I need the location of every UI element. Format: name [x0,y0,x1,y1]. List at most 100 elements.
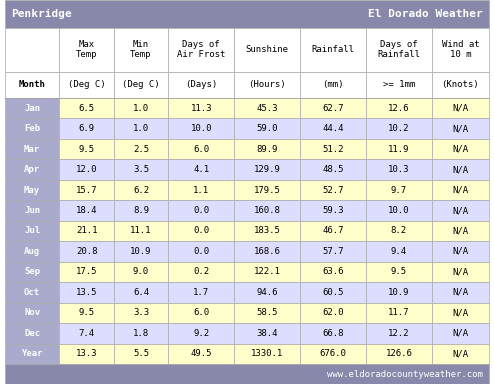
Bar [234,303,300,323]
Text: 10.2: 10.2 [388,124,410,133]
Text: N/A: N/A [453,124,468,133]
Text: 10.9: 10.9 [388,288,410,297]
Bar [5,364,489,384]
Text: 6.4: 6.4 [133,288,149,297]
Text: 10.9: 10.9 [130,247,152,256]
Text: 10.3: 10.3 [388,165,410,174]
Text: 8.2: 8.2 [391,227,407,235]
Bar [234,262,300,282]
Bar [5,344,59,364]
Bar [234,139,300,159]
Bar [5,200,59,221]
Bar [168,98,234,118]
Text: N/A: N/A [453,227,468,235]
Text: 9.0: 9.0 [133,267,149,276]
Bar [366,28,432,72]
Bar [114,180,168,200]
Bar [168,282,234,303]
Bar [432,139,489,159]
Text: Penkridge: Penkridge [11,9,72,19]
Bar [59,180,114,200]
Bar [300,98,366,118]
Text: 9.5: 9.5 [79,145,95,154]
Text: (Deg C): (Deg C) [122,80,160,89]
Text: 6.2: 6.2 [133,185,149,195]
Bar [432,159,489,180]
Text: Jul: Jul [24,227,40,235]
Bar [114,98,168,118]
Bar [59,98,114,118]
Text: 1.7: 1.7 [193,288,209,297]
Bar [5,282,59,303]
Text: (Deg C): (Deg C) [68,80,105,89]
Text: 168.6: 168.6 [253,247,281,256]
Text: 1.8: 1.8 [133,329,149,338]
Text: (Knots): (Knots) [442,80,479,89]
Bar [168,139,234,159]
Text: 11.1: 11.1 [130,227,152,235]
Text: 8.9: 8.9 [133,206,149,215]
Bar [59,118,114,139]
Text: 179.5: 179.5 [253,185,281,195]
Bar [432,200,489,221]
Text: 9.4: 9.4 [391,247,407,256]
Bar [59,200,114,221]
Bar [366,344,432,364]
Bar [59,139,114,159]
Bar [5,241,59,262]
Text: N/A: N/A [453,247,468,256]
Text: 183.5: 183.5 [253,227,281,235]
Bar [5,303,59,323]
Bar [234,221,300,241]
Bar [234,323,300,344]
Text: Max
Temp: Max Temp [76,40,97,60]
Bar [432,262,489,282]
Text: 11.9: 11.9 [388,145,410,154]
Text: Days of
Rainfall: Days of Rainfall [377,40,420,60]
Bar [366,72,432,98]
Bar [114,28,168,72]
Bar [366,139,432,159]
Bar [300,180,366,200]
Bar [366,262,432,282]
Text: Jun: Jun [24,206,40,215]
Text: N/A: N/A [453,308,468,317]
Bar [5,118,59,139]
Bar [366,159,432,180]
Bar [234,72,300,98]
Bar [59,241,114,262]
Text: 89.9: 89.9 [256,145,278,154]
Text: 9.7: 9.7 [391,185,407,195]
Bar [234,28,300,72]
Text: 12.2: 12.2 [388,329,410,338]
Text: 13.5: 13.5 [76,288,97,297]
Bar [234,98,300,118]
Bar [114,221,168,241]
Bar [5,28,59,72]
Bar [366,180,432,200]
Text: 51.2: 51.2 [322,145,344,154]
Bar [366,241,432,262]
Bar [168,221,234,241]
Bar [5,98,59,118]
Text: 9.2: 9.2 [193,329,209,338]
Bar [114,118,168,139]
Bar [114,139,168,159]
Text: 1.0: 1.0 [133,124,149,133]
Bar [300,139,366,159]
Text: Feb: Feb [24,124,40,133]
Bar [168,323,234,344]
Text: 126.6: 126.6 [385,349,412,358]
Text: Apr: Apr [24,165,40,174]
Text: 0.0: 0.0 [193,247,209,256]
Text: www.eldoradocountyweather.com: www.eldoradocountyweather.com [327,369,483,379]
Text: 63.6: 63.6 [322,267,344,276]
Text: 9.5: 9.5 [79,308,95,317]
Bar [168,241,234,262]
Bar [59,221,114,241]
Bar [234,200,300,221]
Bar [432,344,489,364]
Bar [300,159,366,180]
Text: 62.0: 62.0 [322,308,344,317]
Bar [300,241,366,262]
